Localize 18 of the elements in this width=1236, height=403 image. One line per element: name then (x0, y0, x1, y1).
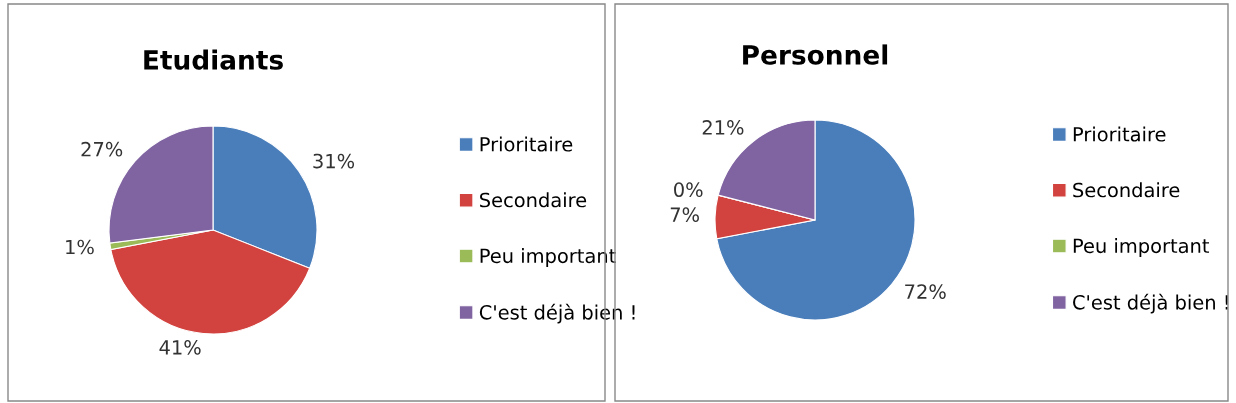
legend-label: Peu important (1073, 238, 1210, 257)
data-label: 41% (159, 340, 201, 355)
data-label: 72% (905, 284, 946, 299)
legend-label: Peu important (480, 248, 616, 267)
data-label: 31% (313, 153, 355, 169)
legend-label: Prioritaire (1073, 126, 1166, 142)
data-label: 7% (670, 207, 699, 223)
data-label: 1% (66, 239, 94, 255)
legend-label: C'est déjà bien ! (1073, 293, 1228, 314)
legend-label: Secondaire (1073, 182, 1180, 198)
text: 0% (674, 182, 703, 198)
chart-title: Etudiants (144, 49, 283, 70)
data-label: 21% (702, 120, 744, 135)
chart-title: Personnel (743, 44, 888, 65)
legend-label: Secondaire (480, 192, 587, 208)
legend-label: Prioritaire (480, 136, 573, 152)
legend-label: C'est déjà bien ! (479, 303, 635, 324)
data-label: 27% (81, 141, 123, 157)
